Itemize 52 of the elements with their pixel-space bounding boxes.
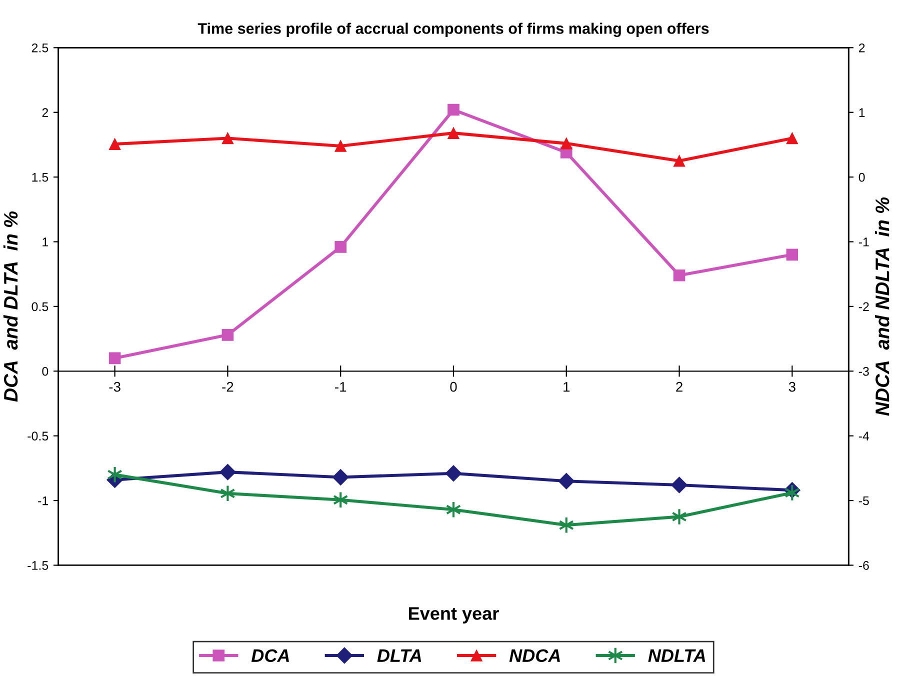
y2-axis-title: NDCA and NDLTA in % [875,197,890,416]
y-tick-label: -1.5 [28,561,48,570]
y-tick-label: 2.5 [32,43,48,52]
point [448,104,460,116]
y-tick-label: -0.5 [28,432,48,440]
legend-label: NDCA [509,649,560,662]
x-tick-label: 3 [788,382,796,392]
legend-label: DCA [251,649,289,662]
y-axis-title: DCA and DLTA in % [3,211,18,402]
point [334,241,347,253]
y-tick-label: 2 [42,108,48,117]
legend-label: DLTA [377,649,422,662]
y-tick-label: 0.5 [32,302,48,312]
point [222,132,234,144]
y2-tick-label: -5 [858,496,869,506]
y2-tick-label: -4 [858,432,870,440]
point [558,472,575,490]
x-tick-label: 2 [676,382,682,392]
point [672,508,687,526]
y-tick-label: 1 [42,238,48,246]
y-tick-label: -1 [38,496,48,506]
chart-title: Time series profile of accrual components of firms making open offers [198,22,709,38]
point [334,140,347,152]
point [560,138,572,150]
x-axis-title: Event year [409,607,499,624]
point [786,248,798,261]
x-tick-label: -2 [222,382,234,392]
x-tick-label: -1 [335,382,346,392]
point [786,132,798,144]
y-tick-label: 1.5 [32,172,48,182]
point [332,469,349,486]
y2-tick-label: -3 [858,366,869,376]
x-tick-label: 0 [450,382,457,392]
y2-tick-label: 2 [858,43,865,52]
y-tick-label: 0 [42,366,48,376]
point [448,127,460,139]
y2-tick-label: -1 [858,238,869,246]
point [108,138,121,150]
legend-label: NDLTA [648,649,706,662]
point [671,476,688,494]
point [445,465,462,482]
y2-tick-label: 0 [858,172,865,182]
point [108,352,121,364]
point [673,269,686,282]
point [220,464,236,480]
y2-tick-label: -2 [858,302,869,311]
y2-tick-label: 1 [859,108,865,117]
point [673,154,686,167]
x-tick-label: 1 [564,382,570,392]
x-tick-label: -3 [109,382,120,392]
y2-tick-label: -6 [858,561,869,570]
point [222,329,234,341]
